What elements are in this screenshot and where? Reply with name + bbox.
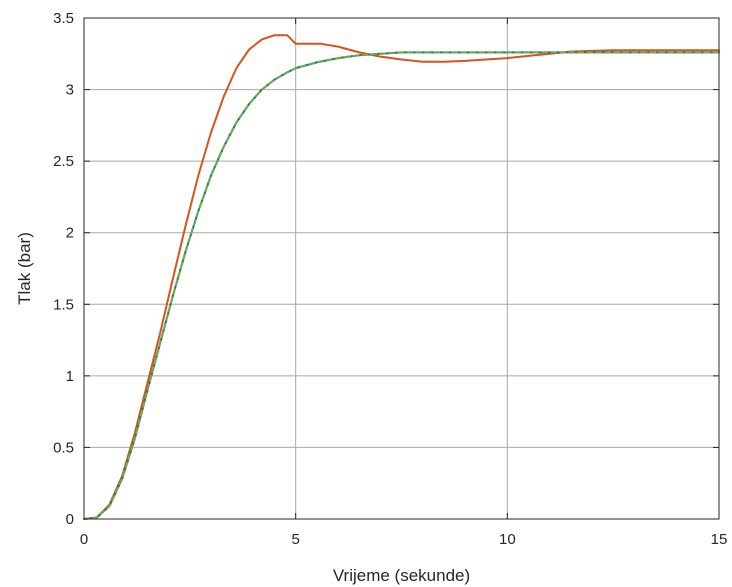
y-tick-label: 2 <box>66 225 74 242</box>
y-tick-label: 0.5 <box>53 439 74 456</box>
series-line-2 <box>83 51 720 520</box>
plot-frame <box>83 17 720 520</box>
y-tick-label: 0 <box>66 511 74 528</box>
series-line-1 <box>83 34 720 520</box>
y-tick-label: 1 <box>66 368 74 385</box>
y-axis-label: Tlak (bar) <box>15 232 34 305</box>
x-tick-label: 10 <box>499 531 516 548</box>
x-tick-label: 5 <box>291 531 299 548</box>
grid-lines <box>84 18 719 519</box>
axis-ticks <box>83 17 720 520</box>
tick-labels: 0 5 10 15 0 0.5 1 1.5 2 2.5 3 3.5 <box>53 10 727 548</box>
series-lines <box>83 34 720 520</box>
x-tick-label: 0 <box>80 531 88 548</box>
x-tick-label: 15 <box>711 531 728 548</box>
y-tick-label: 3.5 <box>53 10 74 27</box>
y-tick-label: 3 <box>66 82 74 99</box>
series-line-3 <box>83 51 720 520</box>
x-axis-label: Vrijeme (sekunde) <box>333 566 470 585</box>
y-tick-label: 1.5 <box>53 296 74 313</box>
y-tick-label: 2.5 <box>53 153 74 170</box>
